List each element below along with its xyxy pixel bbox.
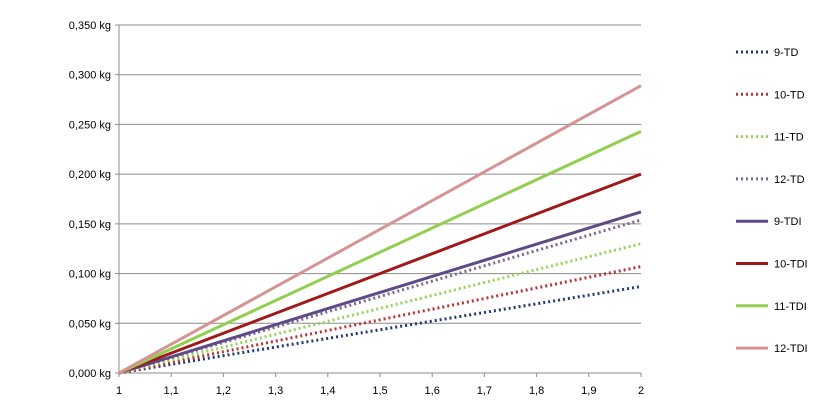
y-tick-label: 0,000 kg <box>69 368 111 380</box>
series-line <box>118 285 642 375</box>
x-tick-label: 1 <box>116 385 122 397</box>
x-tick-label: 1,3 <box>268 385 283 397</box>
legend-label: 11-TD <box>774 132 804 144</box>
y-tick-label: 0,150 kg <box>69 219 111 231</box>
series-line <box>118 172 642 375</box>
y-tick-label: 0,200 kg <box>69 169 111 181</box>
x-tick-label: 1,6 <box>425 385 440 397</box>
series-line <box>118 84 642 375</box>
series-line <box>118 130 642 375</box>
series-line <box>118 265 642 375</box>
x-tick-label: 1,1 <box>164 385 179 397</box>
x-tick-label: 1,4 <box>320 385 335 397</box>
y-axis-tick-labels: 0,000 kg 0,050 kg 0,100 kg 0,150 kg 0,200 kg… <box>69 20 111 380</box>
legend-label: 10-TD <box>774 89 805 101</box>
series-line <box>118 242 642 375</box>
y-tick-label: 0,050 kg <box>69 318 111 330</box>
x-tick-label: 1,8 <box>529 385 544 397</box>
x-tick-label: 1,9 <box>581 385 596 397</box>
legend-label: 9-TDI <box>774 216 802 228</box>
y-tick-label: 0,250 kg <box>69 119 111 131</box>
axes <box>115 24 642 377</box>
legend-label: 11-TDI <box>774 301 807 313</box>
y-tick-label: 0,350 kg <box>69 20 111 32</box>
x-axis-tick-labels: 1 1,1 1,2 1,3 1,4 1,5 1,6 1,7 1,8 1,9 2 <box>116 385 644 397</box>
legend-label: 9-TD <box>774 47 799 59</box>
legend-label: 12-TD <box>774 174 805 186</box>
x-tick-label: 1,5 <box>372 385 387 397</box>
y-tick-label: 0,300 kg <box>69 70 111 82</box>
legend-label: 10-TDI <box>774 259 808 271</box>
legend-label: 12-TDI <box>774 343 808 355</box>
x-tick-label: 1,2 <box>216 385 231 397</box>
legend: 9-TD 10-TD 11-TD 12-TD 9-TDI 10-TDI 11-TDI 12-T… <box>736 47 808 355</box>
x-tick-label: 1,7 <box>477 385 492 397</box>
x-tick-label: 2 <box>638 385 644 397</box>
y-tick-label: 0,100 kg <box>69 269 111 281</box>
series-lines <box>118 84 642 375</box>
series-line <box>118 210 642 375</box>
grid-lines <box>119 24 641 324</box>
